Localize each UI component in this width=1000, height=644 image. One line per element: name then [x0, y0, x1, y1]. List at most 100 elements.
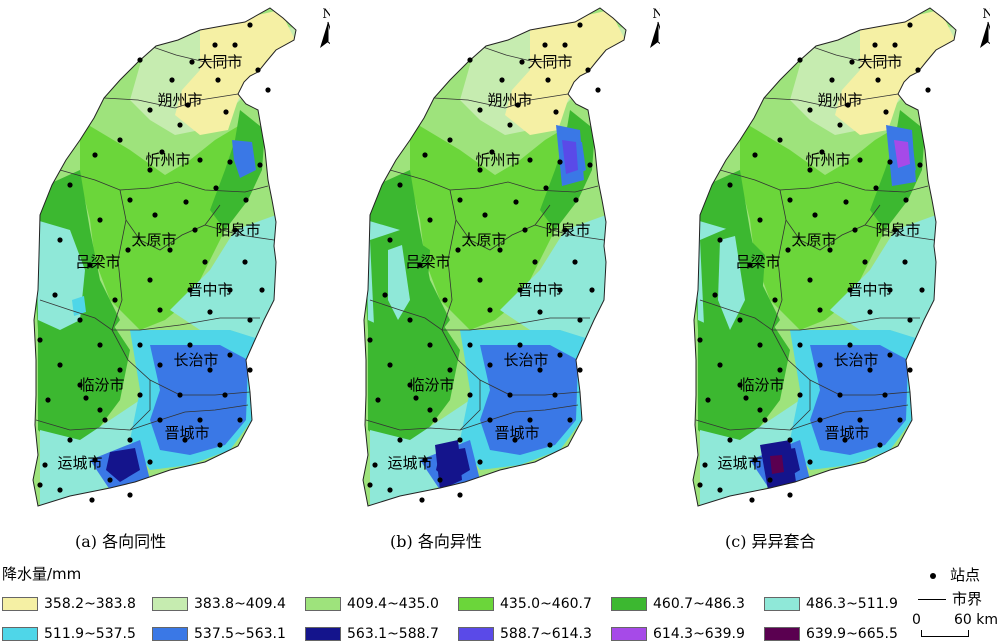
station-dot: [807, 277, 813, 283]
legend-item: 358.2~383.8: [2, 594, 136, 614]
station-dot: [697, 337, 703, 343]
station-dot: [427, 407, 433, 413]
station-dot: [873, 185, 879, 191]
station-dot: [197, 417, 203, 423]
station-dot: [717, 487, 723, 493]
city-label: 忻州市: [475, 151, 520, 169]
station-dot: [519, 59, 525, 65]
precip-zone: [480, 345, 578, 455]
station-dot: [887, 287, 893, 293]
legend-swatch: [611, 597, 647, 611]
station-dot: [527, 157, 533, 163]
station-dot: [585, 67, 591, 73]
station-dot: [772, 297, 778, 303]
station-dot: [903, 197, 909, 203]
station-dot: [573, 197, 579, 203]
station-dot: [797, 392, 803, 398]
station-dot: [67, 182, 73, 188]
station-dot: [227, 159, 233, 165]
station-dot: [223, 109, 229, 115]
station-dot: [57, 237, 63, 243]
station-dot: [542, 42, 548, 48]
city-label: 朔州市: [487, 91, 532, 109]
station-dot: [749, 497, 755, 503]
legend-label: 409.4~435.0: [347, 596, 439, 612]
map-panel-a: 大同市 朔州市 忻州市 太原市 阳泉市 吕梁市 晋中市 长治市 临汾市 晋城市 运城市 N: [0, 0, 330, 515]
station-dot: [375, 397, 381, 403]
city-label: 吕梁市: [405, 253, 450, 271]
station-dot: [547, 442, 553, 448]
boundary-key: 市界: [918, 588, 982, 609]
station-dot: [257, 162, 263, 168]
station-dot: [857, 157, 863, 163]
precip-zone: [72, 296, 86, 316]
station-dot: [553, 109, 559, 115]
city-boundary: [479, 45, 571, 63]
station-dot: [867, 309, 873, 315]
svg-text:N: N: [322, 7, 330, 22]
city-label: 长治市: [173, 351, 218, 369]
city-boundary: [103, 93, 239, 109]
station-dot: [577, 317, 583, 323]
precip-zone: [38, 320, 130, 450]
station-dot: [227, 287, 233, 293]
station-dot: [222, 392, 228, 398]
legend-item: 537.5~563.1: [152, 624, 286, 644]
station-dot: [77, 317, 83, 323]
station-dot: [127, 437, 133, 443]
station-dot: [152, 212, 158, 218]
station-dot: [862, 259, 868, 265]
station-dot: [397, 182, 403, 188]
legend-label: 511.9~537.5: [44, 626, 136, 642]
station-dot: [447, 137, 453, 143]
station-dot: [37, 482, 43, 488]
station-dot: [52, 292, 58, 298]
station-dot: [45, 397, 51, 403]
north-arrow-icon: N: [650, 7, 660, 48]
station-dot: [489, 149, 495, 155]
station-dot: [422, 152, 428, 158]
boundary-line-icon: [918, 599, 946, 600]
station-dot: [807, 459, 813, 465]
station-dot: [712, 292, 718, 298]
province-outline: [692, 7, 957, 507]
city-boundary: [695, 404, 909, 431]
station-dot: [497, 247, 503, 253]
station-dot: [507, 392, 513, 398]
city-label: 吕梁市: [735, 253, 780, 271]
station-dot: [522, 227, 528, 233]
station-dot: [875, 77, 881, 83]
legend-label: 435.0~460.7: [500, 596, 592, 612]
station-dot: [867, 367, 873, 373]
station-dot: [892, 42, 898, 48]
city-label: 晋中市: [517, 281, 562, 299]
station-dot: [382, 292, 388, 298]
legend-swatch: [305, 597, 341, 611]
station-dot: [432, 417, 438, 423]
panel-caption-c: (c) 异异套合: [725, 532, 816, 551]
station-dot: [787, 197, 793, 203]
station-dot: [242, 259, 248, 265]
legend-label: 639.9~665.5: [806, 626, 898, 642]
legend-item: 460.7~486.3: [611, 594, 745, 614]
station-dot: [243, 197, 249, 203]
station-dot: [577, 22, 583, 28]
precip-zone: [170, 215, 276, 340]
station-dot: [213, 185, 219, 191]
station-dot: [797, 57, 803, 63]
legend-swatch: [764, 597, 800, 611]
legend-label: 486.3~511.9: [806, 596, 898, 612]
station-dot: [837, 392, 843, 398]
city-boundary: [771, 329, 911, 396]
station-dot: [255, 67, 261, 73]
station-dot: [207, 367, 213, 373]
station-dot: [42, 462, 48, 468]
map-panel-c: 大同市 朔州市 忻州市 太原市 阳泉市 吕梁市 晋中市 长治市 临汾市 晋城市 运城市 N: [660, 0, 990, 515]
legend-label: 358.2~383.8: [44, 596, 136, 612]
station-dot: [897, 417, 903, 423]
station-dot: [419, 497, 425, 503]
station-dot: [167, 247, 173, 253]
city-boundary: [771, 219, 787, 331]
legend-item: 486.3~511.9: [764, 594, 898, 614]
station-dot: [537, 367, 543, 373]
